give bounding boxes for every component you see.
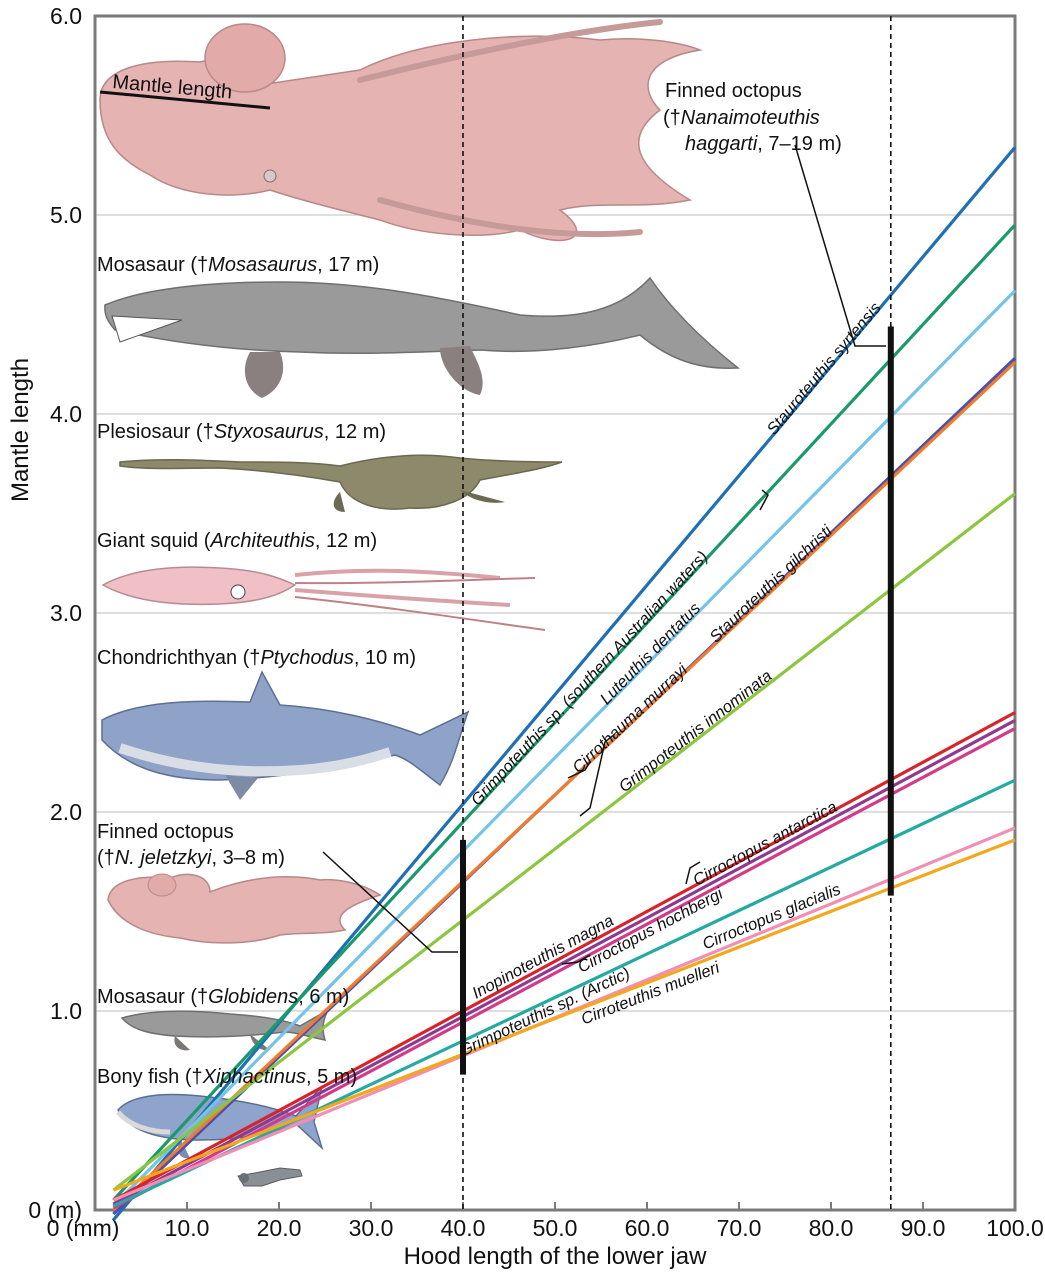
series-line-inopinoteuthis-magna xyxy=(112,711,1016,1202)
globidens-illustration xyxy=(120,1008,330,1051)
x-tick-label: 30.0 xyxy=(349,1215,394,1241)
jeletzkyi-octopus-illustration xyxy=(107,873,382,944)
y-tick-label: 4.0 xyxy=(50,401,82,427)
series-line-cirroctopus-hochbergi xyxy=(112,727,1016,1210)
y-tick-label: 0 (m) xyxy=(28,1197,82,1223)
series-line-cirroteuthis-muelleri xyxy=(112,838,1016,1192)
series-label-stauroteuthis-syrtensis: Stauroteuthis syrtensis xyxy=(764,299,885,438)
xiphactinus-label: Bony fish (†Xiphactinus, 5 m) xyxy=(97,1066,357,1088)
architeuthis-label: Giant squid (Architeuthis, 12 m) xyxy=(97,530,377,552)
x-axis-ticks: 0 (mm) 10.0 20.0 30.0 40.0 50.0 60.0 70.0 80.0 90… xyxy=(47,1202,1044,1241)
y-tick-label: 3.0 xyxy=(50,600,82,626)
series-lines xyxy=(112,146,1017,1221)
x-tick-label: 80.0 xyxy=(809,1215,854,1241)
y-tick-label: 1.0 xyxy=(50,998,82,1024)
haggarti-label: Finned octopus xyxy=(665,80,802,102)
series-line-luteuthis-dentatus xyxy=(112,289,1017,1208)
animal-labels: Finned octopus (†Nanaimoteuthis haggarti… xyxy=(97,80,842,1088)
x-tick-label: 90.0 xyxy=(901,1215,946,1241)
annotation-leaders xyxy=(322,144,886,965)
series-label-grimpoteuthis-innominata: Grimpoteuthis innominata xyxy=(616,667,776,796)
series-line-cirroctopus-antarctica xyxy=(112,719,1016,1206)
series-line-grimpoteuthis-innominata xyxy=(112,492,1016,1192)
y-tick-label: 6.0 xyxy=(50,3,82,29)
x-tick-label: 40.0 xyxy=(441,1215,486,1241)
haggarti-label-line3: haggarti, 7–19 m) xyxy=(685,133,842,155)
x-tick-label: 0 (mm) xyxy=(47,1215,120,1241)
series-line-stauroteuthis-syrtensis xyxy=(112,146,1017,1221)
styxosaurus-label: Plesiosaur (†Styxosaurus, 12 m) xyxy=(97,421,386,443)
styxosaurus-illustration xyxy=(119,454,563,512)
x-tick-label: 100.0 xyxy=(986,1215,1044,1241)
mosasaurus-label: Mosasaur (†Mosasaurus, 17 m) xyxy=(97,254,379,276)
ptychodus-illustration xyxy=(101,670,470,800)
jeletzkyi-label-line2: (†N. jeletzkyi, 3–8 m) xyxy=(97,847,285,869)
jeletzkyi-label: Finned octopus xyxy=(97,821,234,843)
x-axis-title: Hood length of the lower jaw xyxy=(404,1243,708,1270)
series-line-grimpoteuthis-sp-arctic xyxy=(112,778,1016,1208)
y-tick-label: 5.0 xyxy=(50,202,82,228)
reference-lines xyxy=(460,16,894,1210)
x-tick-label: 60.0 xyxy=(625,1215,670,1241)
x-tick-label: 10.0 xyxy=(165,1215,210,1241)
series-line-grimpoteuthis-sp-southern-australian-waters xyxy=(112,223,1017,1202)
haggarti-octopus-illustration xyxy=(99,19,703,242)
architeuthis-illustration xyxy=(101,566,546,631)
y-axis-ticks: 0 (m) 1.0 2.0 3.0 4.0 5.0 6.0 xyxy=(28,3,82,1223)
ptychodus-label: Chondrichthyan (†Ptychodus, 10 m) xyxy=(97,647,416,669)
globidens-label: Mosasaur (†Globidens, 6 m) xyxy=(97,986,349,1008)
series-label-cirroctopus-glacialis: Cirroctopus glacialis xyxy=(700,880,843,953)
diver-illustration xyxy=(237,1167,303,1187)
series-line-cirrothauma-murrayi xyxy=(112,361,1017,1212)
x-tick-label: 50.0 xyxy=(533,1215,578,1241)
x-tick-label: 70.0 xyxy=(717,1215,762,1241)
haggarti-label-line2: (†Nanaimoteuthis xyxy=(663,107,820,129)
mosasaurus-illustration xyxy=(104,276,741,398)
x-tick-label: 20.0 xyxy=(257,1215,302,1241)
y-tick-label: 2.0 xyxy=(50,799,82,825)
y-axis-title: Mantle length xyxy=(7,358,34,502)
